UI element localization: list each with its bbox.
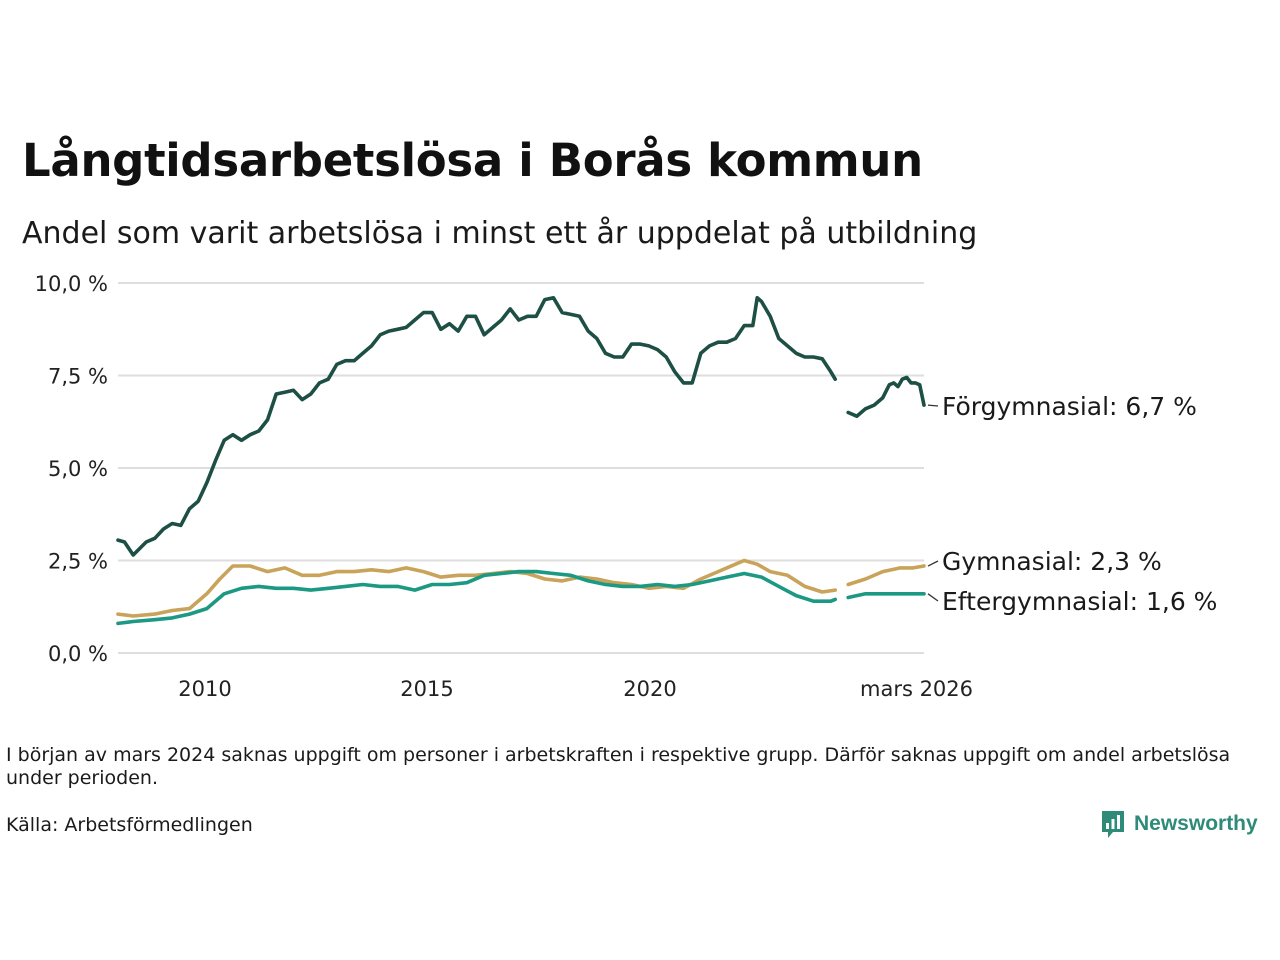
series-line-förgymnasial [846, 375, 926, 418]
y-tick-label: 5,0 % [48, 457, 108, 481]
series-line-eftergymnasial [116, 569, 837, 626]
series-line-gymnasial [846, 564, 926, 587]
y-tick-label: 0,0 % [48, 642, 108, 666]
chart-title: Långtidsarbetslösa i Borås kommun [22, 134, 923, 187]
series-label-gymnasial: Gymnasial: 2,3 % [942, 547, 1162, 576]
brand-name: Newsworthy [1134, 812, 1258, 835]
label-leader [927, 404, 939, 407]
x-axis: 2010 2015 2020 mars 2026 [178, 677, 973, 701]
line-chart: 0,0 % 2,5 % 5,0 % 7,5 % 10,0 % 2010 2015 2020 m… [35, 272, 1218, 701]
source-credit: Källa: Arbetsförmedlingen [6, 814, 253, 836]
newsworthy-logo[interactable]: Newsworthy [1100, 809, 1258, 839]
footnote: I början av mars 2024 saknas uppgift om … [6, 744, 1231, 789]
y-tick-label: 7,5 % [48, 365, 108, 389]
x-tick-label: mars 2026 [860, 677, 973, 701]
label-leader [927, 560, 939, 567]
series-label-förgymnasial: Förgymnasial: 6,7 % [942, 392, 1197, 421]
gridlines [118, 282, 924, 654]
chart-subtitle: Andel som varit arbetslösa i minst ett å… [22, 216, 978, 251]
series-label-eftergymnasial: Eftergymnasial: 1,6 % [942, 587, 1217, 616]
label-leader [927, 593, 939, 602]
series-lines [116, 296, 926, 626]
y-tick-label: 10,0 % [35, 272, 108, 296]
x-tick-label: 2010 [178, 677, 231, 701]
x-tick-label: 2015 [400, 677, 453, 701]
series-line-eftergymnasial [846, 592, 926, 600]
x-tick-label: 2020 [623, 677, 676, 701]
y-axis: 0,0 % 2,5 % 5,0 % 7,5 % 10,0 % [35, 272, 108, 666]
series-line-gymnasial [116, 558, 837, 618]
series-labels: Förgymnasial: 6,7 % Gymnasial: 2,3 % Efter… [927, 392, 1217, 616]
bar-chart-icon [1102, 811, 1124, 838]
series-line-förgymnasial [116, 296, 837, 557]
y-tick-label: 2,5 % [48, 550, 108, 574]
